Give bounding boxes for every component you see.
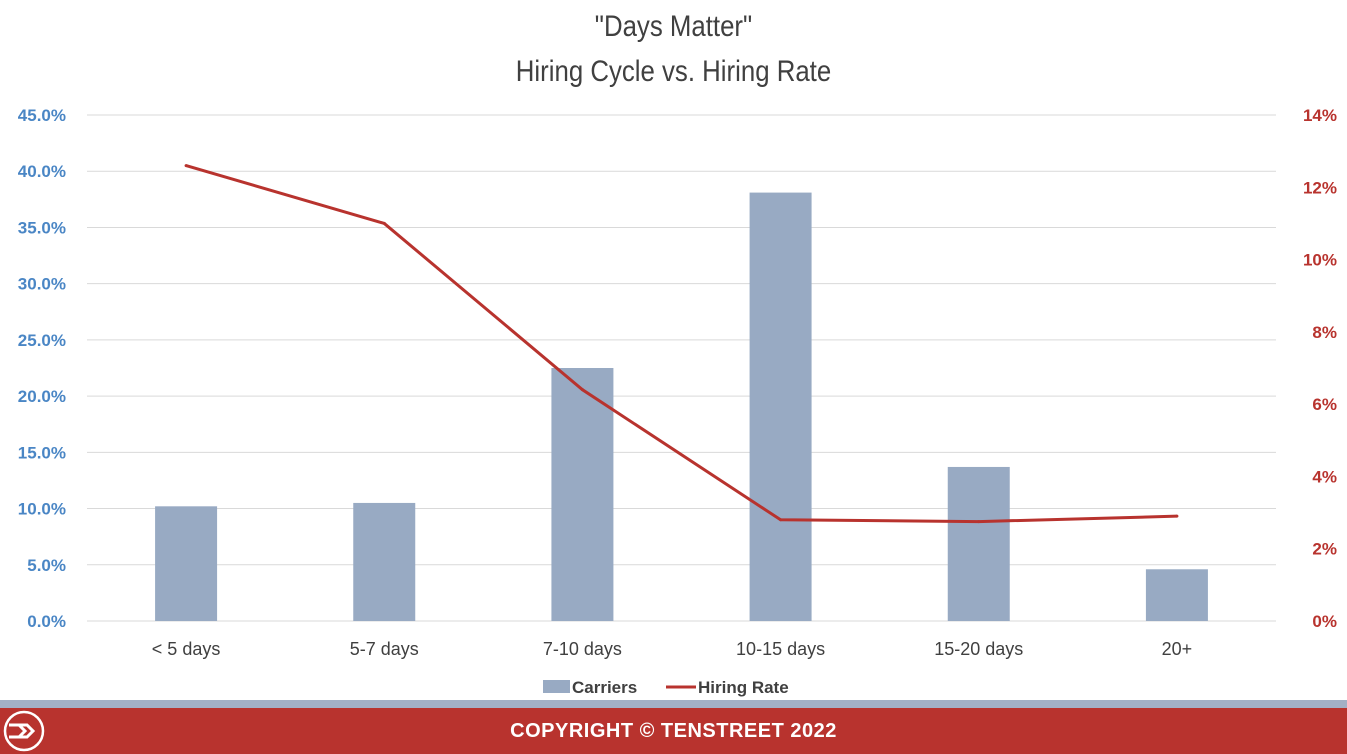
line-hiring-rate (185, 164, 1177, 524)
bar-carriers (551, 368, 614, 621)
point-hiring-rate (977, 520, 981, 524)
bar-carriers (749, 192, 812, 621)
bar-carriers (1145, 569, 1208, 621)
x-tick-label: 5-7 days (350, 639, 419, 659)
x-tick-label: < 5 days (152, 639, 221, 659)
chart-subtitle: Hiring Cycle vs. Hiring Rate (515, 55, 832, 88)
bar-carriers (155, 506, 218, 621)
chart-area: 0.0% 5.0% 10.0% 15.0% 20.0% 25.0% 30.0% 35.0% 40… (18, 106, 1337, 697)
point-hiring-rate (779, 518, 783, 522)
y-left-tick-label: 5.0% (27, 556, 66, 575)
point-hiring-rate (580, 388, 584, 392)
bar-carriers (947, 466, 1010, 621)
y-left-tick-label: 0.0% (27, 612, 66, 631)
footer-divider (0, 700, 1347, 708)
y-right-tick-label: 8% (1312, 323, 1337, 342)
x-tick-label: 15-20 days (934, 639, 1023, 659)
y-right-tick-label: 6% (1312, 395, 1337, 414)
legend-label-hiring-rate: Hiring Rate (698, 678, 789, 697)
y-left-tick-label: 35.0% (18, 218, 66, 237)
y-right-tick-label: 10% (1303, 251, 1337, 270)
x-tick-label: 20+ (1162, 639, 1193, 659)
tenstreet-logo-icon (3, 710, 45, 752)
legend-swatch-carriers (543, 680, 570, 693)
x-tick-label: 10-15 days (736, 639, 825, 659)
copyright-text: COPYRIGHT © TENSTREET 2022 (510, 720, 837, 742)
y-left-tick-label: 30.0% (18, 275, 66, 294)
y-right-tick-label: 12% (1303, 178, 1337, 197)
y-right-tick-label: 2% (1312, 540, 1337, 559)
y-right-tick-label: 4% (1312, 467, 1337, 486)
point-hiring-rate (1175, 514, 1179, 518)
y-right-tick-label: 0% (1312, 612, 1337, 631)
bar-carriers (353, 502, 416, 621)
legend-label-carriers: Carriers (572, 678, 637, 697)
x-tick-label: 7-10 days (543, 639, 622, 659)
y-right-tick-label: 14% (1303, 106, 1337, 125)
y-left-tick-label: 15.0% (18, 443, 66, 462)
point-hiring-rate (382, 221, 386, 225)
footer-bar: COPYRIGHT © TENSTREET 2022 (0, 708, 1347, 754)
point-hiring-rate (184, 164, 188, 168)
y-left-tick-label: 45.0% (18, 106, 66, 125)
y-left-tick-label: 10.0% (18, 500, 66, 519)
y-left-tick-label: 25.0% (18, 331, 66, 350)
chart-title: "Days Matter" (594, 10, 753, 43)
y-left-tick-label: 40.0% (18, 162, 66, 181)
y-left-tick-label: 20.0% (18, 387, 66, 406)
